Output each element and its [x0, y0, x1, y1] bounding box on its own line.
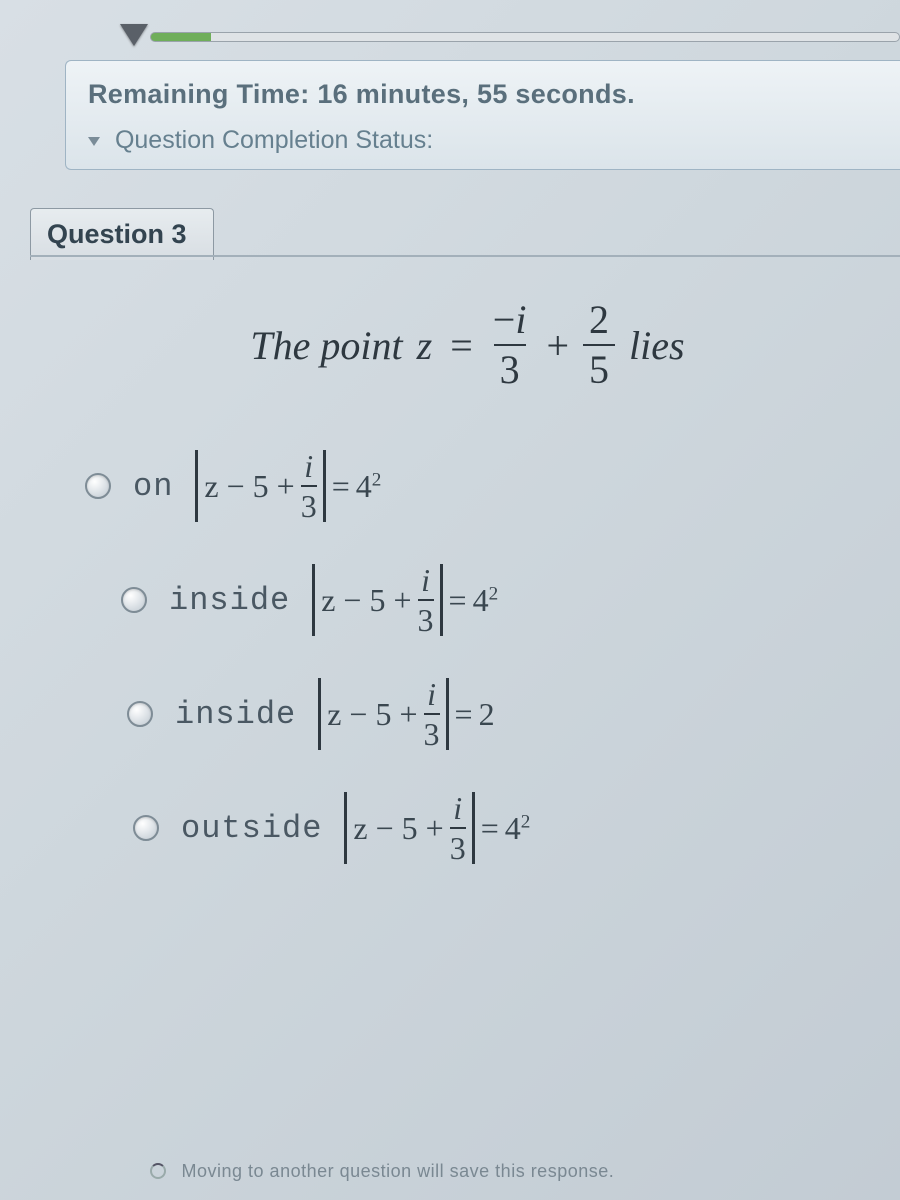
progress-slider[interactable] [100, 20, 900, 50]
option-frac: i3 [450, 792, 466, 864]
radio-button[interactable] [121, 587, 147, 613]
option-equation: z − 5 + i3 =2 [318, 678, 494, 750]
stem-prefix: The point [250, 322, 402, 369]
completion-status-label: Question Completion Status: [115, 126, 433, 154]
progress-thumb-icon[interactable] [120, 24, 148, 46]
abs-bar-icon [195, 450, 198, 522]
option-frac-den: 3 [424, 713, 440, 750]
remaining-time-label: Remaining Time: 16 minutes, 55 seconds. [88, 79, 878, 110]
radio-button[interactable] [85, 473, 111, 499]
footer-hint-text: Moving to another question will save thi… [182, 1161, 615, 1181]
abs-bar-icon [318, 678, 321, 750]
option-word: on [133, 468, 173, 505]
option-rhs: 2 [479, 696, 495, 733]
option-equation: z − 5 + i3 =42 [344, 792, 530, 864]
answer-option[interactable]: outside z − 5 + i3 =42 [133, 792, 860, 864]
abs-bar-icon [472, 792, 475, 864]
stem-frac1-num: i [515, 297, 526, 342]
answer-options: onz − 5 + i3=42insidez − 5 + i3=42inside… [75, 450, 860, 864]
answer-option[interactable]: inside z − 5 + i3 =42 [121, 564, 860, 636]
abs-bar-icon [344, 792, 347, 864]
stem-frac2-num: 2 [583, 300, 615, 344]
completion-status-row[interactable]: Question Completion Status: [88, 126, 878, 155]
question-divider [30, 255, 900, 257]
option-frac-num: i [453, 792, 462, 827]
option-rhs: 42 [356, 468, 382, 505]
equals-sign: = [449, 582, 467, 619]
stem-eq: = [450, 323, 473, 368]
option-lhs: z − 5 + [327, 696, 417, 733]
option-word: inside [175, 696, 296, 733]
stem-suffix: lies [629, 322, 685, 369]
stem-plus: + [546, 322, 569, 369]
option-frac-num: i [421, 564, 430, 599]
option-word: outside [181, 810, 322, 847]
option-lhs: z − 5 + [353, 810, 443, 847]
option-equation: z − 5 + i3 =42 [195, 450, 381, 522]
option-rhs: 42 [473, 582, 499, 619]
spinner-icon [150, 1163, 166, 1179]
option-lhs: z − 5 + [321, 582, 411, 619]
option-frac-num: i [304, 450, 313, 485]
abs-bar-icon [323, 450, 326, 522]
chevron-down-icon[interactable] [88, 137, 100, 146]
radio-button[interactable] [133, 815, 159, 841]
abs-bar-icon [312, 564, 315, 636]
stem-frac1-sign: − [493, 297, 516, 342]
answer-option[interactable]: on z − 5 + i3 =42 [85, 450, 860, 522]
stem-var: z [417, 323, 433, 368]
option-lhs: z − 5 + [204, 468, 294, 505]
abs-bar-icon [446, 678, 449, 750]
abs-bar-icon [440, 564, 443, 636]
option-frac: i3 [301, 450, 317, 522]
option-frac-den: 3 [301, 485, 317, 522]
equals-sign: = [332, 468, 350, 505]
option-frac-den: 3 [450, 827, 466, 864]
option-frac-den: 3 [418, 599, 434, 636]
stem-frac1-den: 3 [494, 344, 526, 390]
progress-track [150, 32, 900, 42]
equals-sign: = [481, 810, 499, 847]
radio-button[interactable] [127, 701, 153, 727]
option-frac-num: i [427, 678, 436, 713]
stem-frac2-den: 5 [583, 344, 615, 390]
answer-option[interactable]: inside z − 5 + i3 =2 [127, 678, 860, 750]
equals-sign: = [455, 696, 473, 733]
option-equation: z − 5 + i3 =42 [312, 564, 498, 636]
option-rhs: 42 [505, 810, 531, 847]
stem-frac-2: 2 5 [583, 300, 615, 390]
question-stem: The point z = −i 3 + 2 5 lies [75, 300, 860, 390]
status-banner: Remaining Time: 16 minutes, 55 seconds. … [65, 60, 900, 170]
option-frac: i3 [418, 564, 434, 636]
option-frac: i3 [424, 678, 440, 750]
stem-frac-1: −i 3 [487, 300, 533, 390]
footer-hint: Moving to another question will save thi… [150, 1161, 860, 1182]
question-body: The point z = −i 3 + 2 5 lies onz − 5 + … [75, 300, 860, 906]
question-number-tab: Question 3 [30, 208, 214, 260]
option-word: inside [169, 582, 290, 619]
quiz-screen: Remaining Time: 16 minutes, 55 seconds. … [0, 0, 900, 1200]
